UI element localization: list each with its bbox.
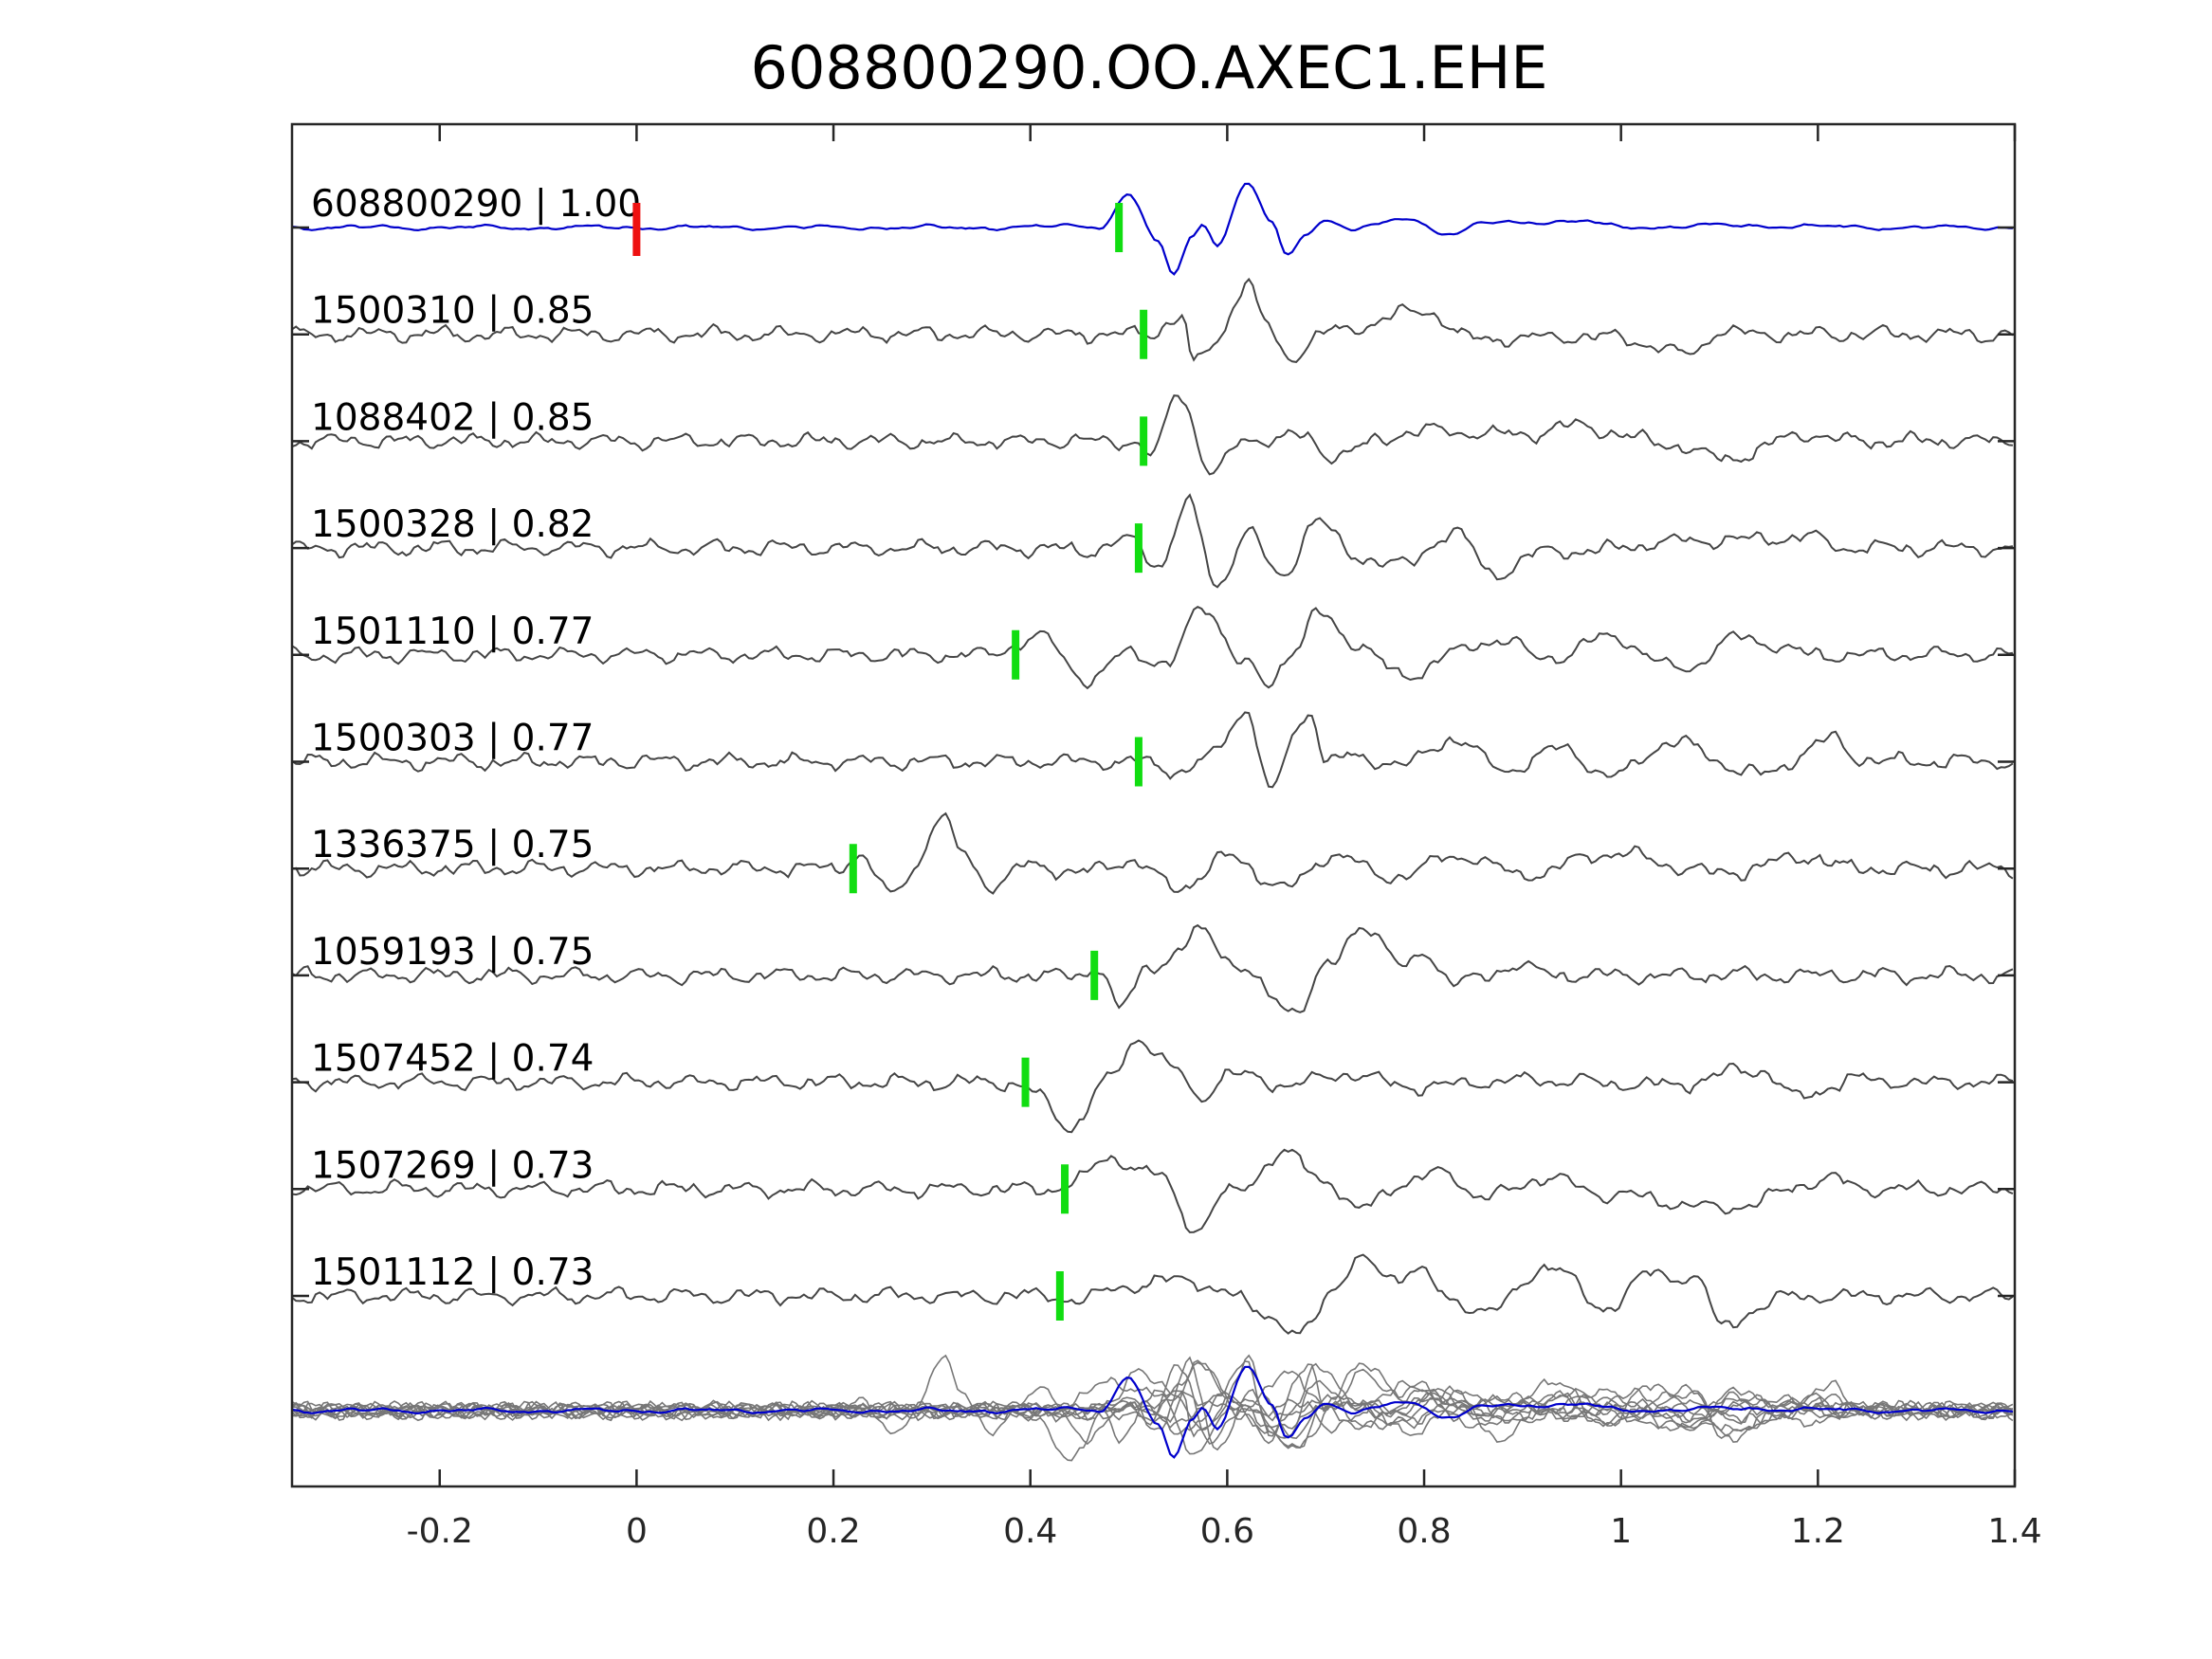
master-trace-label: 608800290 | 1.00 bbox=[311, 183, 641, 226]
x-tick-label: -0.2 bbox=[407, 1512, 473, 1551]
trace-line bbox=[291, 1039, 2014, 1134]
trace-label: 1501110 | 0.77 bbox=[311, 611, 594, 653]
master-trace bbox=[291, 182, 2013, 276]
x-tick-label: 0.2 bbox=[806, 1512, 860, 1551]
trace-labels: 608800290 | 1.00 1500310 | 0.85 1088402 | … bbox=[311, 183, 641, 1294]
pick-markers bbox=[632, 203, 1148, 1321]
x-axis: -0.2 0 0.2 0.4 0.6 0.8 1 1.2 1.4 bbox=[292, 124, 2042, 1551]
trace-label: 1088402 | 0.85 bbox=[311, 396, 594, 439]
chart-title: 608800290.OO.AXEC1.EHE bbox=[751, 33, 1548, 102]
trace-line bbox=[291, 811, 2014, 895]
x-tick-label: 0.8 bbox=[1397, 1512, 1451, 1551]
trace-line bbox=[291, 606, 2014, 690]
x-tick-label: 0 bbox=[626, 1512, 648, 1551]
x-tick-label: 0.6 bbox=[1200, 1512, 1254, 1551]
overlay-stack bbox=[291, 1354, 2014, 1462]
overlay-trace-line bbox=[291, 1359, 2014, 1449]
plot-frame bbox=[290, 122, 2017, 1488]
trace-line bbox=[291, 1253, 2014, 1335]
overlay-trace-line bbox=[291, 1368, 2014, 1449]
overlay-master-line bbox=[291, 1365, 2013, 1459]
trace-label: 1500303 | 0.77 bbox=[311, 718, 594, 760]
trace-label: 1059193 | 0.75 bbox=[311, 931, 594, 974]
x-tick-label: 1.4 bbox=[1987, 1512, 2041, 1551]
overlay-trace-line bbox=[291, 1356, 2014, 1451]
waveform-traces bbox=[291, 182, 2014, 1335]
trace-label: 1500310 | 0.85 bbox=[311, 290, 594, 333]
trace-line bbox=[291, 1148, 2014, 1233]
x-tick-label: 1.2 bbox=[1791, 1512, 1845, 1551]
trace-line bbox=[291, 923, 2014, 1013]
trace-label: 1501112 | 0.73 bbox=[311, 1251, 594, 1294]
trace-line bbox=[291, 493, 2014, 589]
trace-label: 1336375 | 0.75 bbox=[311, 824, 594, 866]
trace-label: 1507269 | 0.73 bbox=[311, 1144, 594, 1187]
x-tick-label: 1 bbox=[1610, 1512, 1632, 1551]
overlay-trace-line bbox=[291, 1367, 2014, 1462]
trace-line bbox=[291, 711, 2014, 789]
trace-label: 1500328 | 0.82 bbox=[311, 503, 594, 546]
overlay-trace-line bbox=[291, 1361, 2014, 1446]
trace-line bbox=[291, 394, 2013, 476]
overlay-trace-line bbox=[291, 1360, 2014, 1437]
x-tick-label: 0.4 bbox=[1003, 1512, 1057, 1551]
trace-line bbox=[291, 277, 2014, 363]
trace-label: 1507452 | 0.74 bbox=[311, 1038, 594, 1081]
